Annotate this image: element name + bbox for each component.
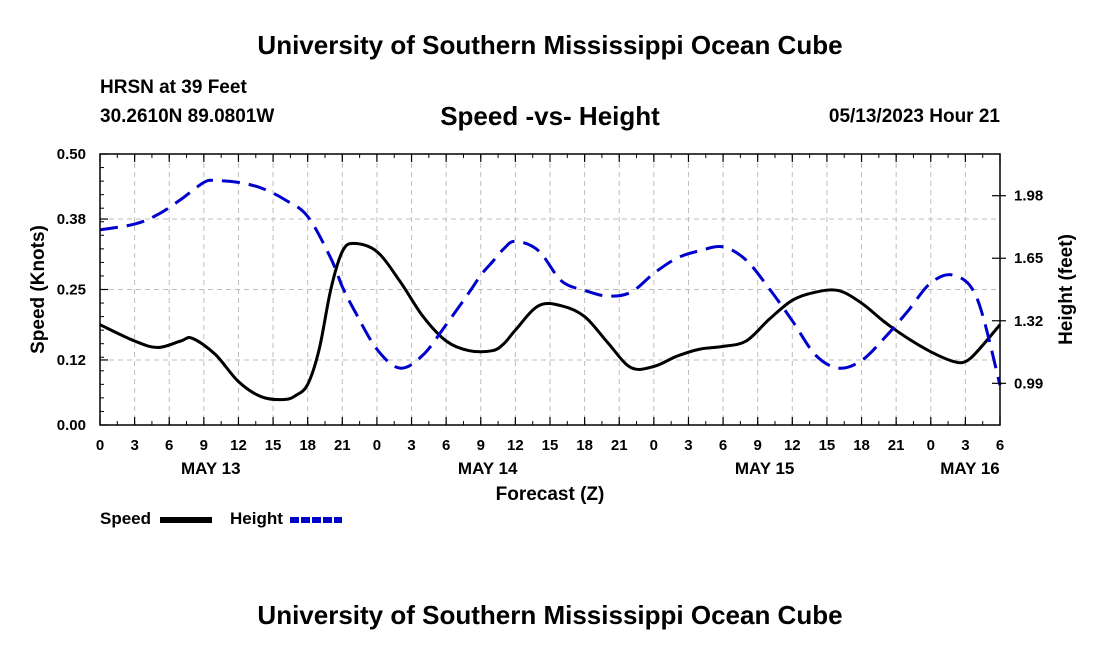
x-tick-label: 15 <box>819 437 836 454</box>
x-tick-label: 0 <box>373 437 381 454</box>
day-label: MAY 16 <box>940 459 1000 478</box>
y-tick-label: 0.25 <box>57 282 86 299</box>
y-tick-label: 0.50 <box>57 146 86 163</box>
chart-title: Speed -vs- Height <box>440 101 660 131</box>
series-line-speed <box>99 241 1002 402</box>
x-tick-label: 9 <box>477 437 485 454</box>
y2-axis-title: Height (feet) <box>1056 234 1077 345</box>
day-label: MAY 14 <box>458 459 518 478</box>
grid <box>100 154 1000 425</box>
x-tick-label: 9 <box>200 437 208 454</box>
main-title: University of Southern Mississippi Ocean… <box>257 30 843 60</box>
y2-tick-label: 1.65 <box>1014 250 1043 267</box>
x-tick-label: 6 <box>996 437 1004 454</box>
x-tick-label: 3 <box>961 437 969 454</box>
x-tick-label: 21 <box>888 437 905 454</box>
legend-speed-label: Speed <box>100 509 152 528</box>
x-tick-label: 3 <box>130 437 138 454</box>
y-tick-label: 0.00 <box>57 417 86 434</box>
x-axis-title: Forecast (Z) <box>496 484 605 505</box>
x-tick-label: 0 <box>650 437 658 454</box>
y2-tick-label: 1.32 <box>1014 313 1043 330</box>
y2-tick-label: 0.99 <box>1014 375 1043 392</box>
x-tick-label: 12 <box>230 437 247 454</box>
day-label: MAY 13 <box>181 459 241 478</box>
x-tick-label: 9 <box>754 437 762 454</box>
forecast-datetime: 05/13/2023 Hour 21 <box>828 106 1000 127</box>
y2-tick-label: 1.98 <box>1014 188 1043 205</box>
x-tick-label: 18 <box>299 437 316 454</box>
x-tick-label: 21 <box>611 437 628 454</box>
footer-title: University of Southern Mississippi Ocean… <box>257 600 843 630</box>
station-label: HRSN at 39 Feet <box>100 77 247 98</box>
x-tick-label: 3 <box>407 437 415 454</box>
x-tick-label: 0 <box>927 437 935 454</box>
x-tick-label: 6 <box>165 437 173 454</box>
x-tick-label: 3 <box>684 437 692 454</box>
x-tick-label: 12 <box>784 437 801 454</box>
day-label: MAY 15 <box>735 459 795 478</box>
ticks <box>99 153 1006 426</box>
x-tick-label: 18 <box>853 437 870 454</box>
series-layer <box>99 178 1002 402</box>
y-axis-title: Speed (Knots) <box>28 225 49 354</box>
y-tick-label: 0.12 <box>57 352 86 369</box>
x-tick-label: 18 <box>576 437 593 454</box>
axis-labels: 0 3 6 9 12 15 18 21 0 3 6 9 12 15 18 21 0 3 6 9 12 15 18 21 0 3 6 0… <box>28 146 1077 505</box>
legend-height-label: Height <box>230 509 283 528</box>
x-tick-label: 12 <box>507 437 524 454</box>
x-tick-label: 6 <box>442 437 450 454</box>
x-tick-label: 21 <box>334 437 351 454</box>
x-tick-label: 15 <box>265 437 282 454</box>
series-line-height <box>99 178 1002 386</box>
coordinates-label: 30.2610N 89.0801W <box>100 106 275 127</box>
y-tick-label: 0.38 <box>57 211 86 228</box>
x-tick-label: 15 <box>542 437 559 454</box>
x-tick-label: 6 <box>719 437 727 454</box>
x-tick-label: 0 <box>96 437 104 454</box>
